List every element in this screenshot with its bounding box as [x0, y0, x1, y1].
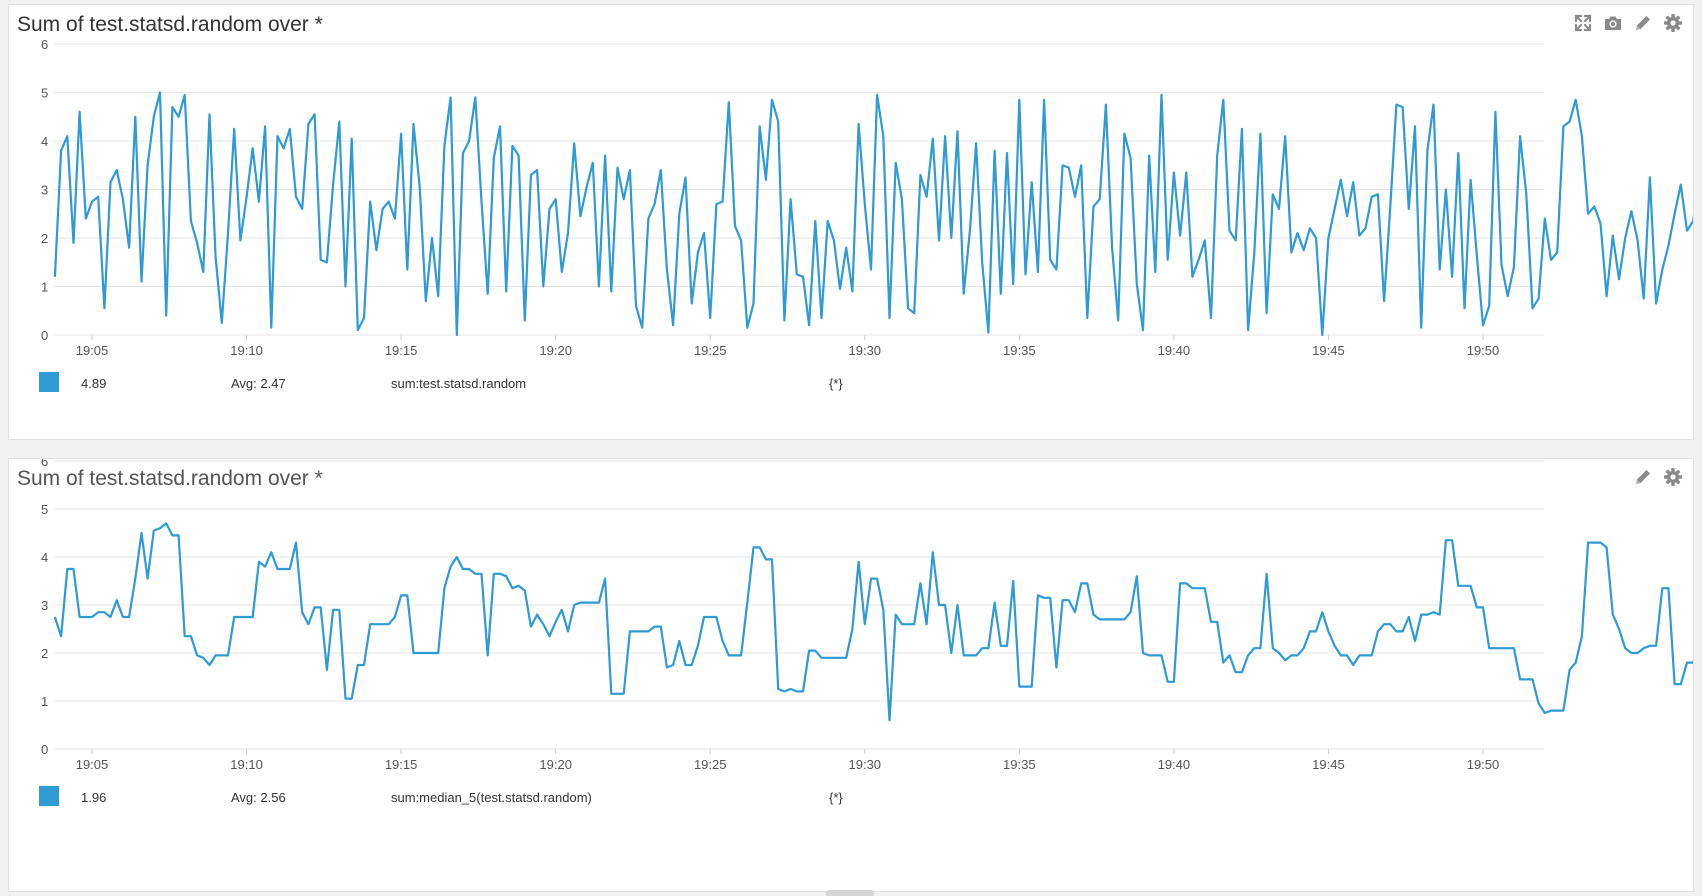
y-tick-label: 1: [41, 280, 48, 295]
legend-swatch: [39, 372, 59, 392]
x-tick-label: 19:40: [1158, 343, 1191, 358]
plot-area: 0 1 2 3 4 5 6 19:05 19:10 19:15 19:20 19:25 19:30 19:…: [41, 37, 1693, 358]
legend-query: sum:median_5(test.statsd.random): [391, 790, 592, 805]
legend-average: Avg: 2.47: [231, 376, 286, 391]
plot-area: 0 1 2 3 4 5 6 19:05 19:10 19:15 19:20 19:25 19:30 19:…: [41, 459, 1693, 772]
x-tick-label: 19:05: [76, 757, 109, 772]
x-tick-label: 19:15: [385, 757, 418, 772]
legend-average: Avg: 2.56: [231, 790, 286, 805]
scroll-handle[interactable]: [826, 890, 874, 896]
panel-toolbar: [1633, 467, 1683, 487]
y-tick-label: 2: [41, 231, 48, 246]
x-tick-label: 19:35: [1003, 343, 1036, 358]
graph-panel-2: Sum of test.statsd.random over * 0 1 2 3 4 5 6…: [8, 458, 1694, 892]
panel-toolbar: [1573, 13, 1683, 33]
x-tick-label: 19:10: [230, 343, 263, 358]
gear-icon[interactable]: [1663, 13, 1683, 33]
x-tick-label: 19:10: [230, 757, 263, 772]
legend-query: sum:test.statsd.random: [391, 376, 527, 391]
x-tick-label: 19:15: [385, 343, 418, 358]
line-chart: 0 1 2 3 4 5 6 19:05 19:10 19:15 19:20 19:25 19:30 19:…: [41, 37, 1693, 358]
y-tick-label: 6: [41, 459, 48, 469]
camera-icon[interactable]: [1603, 13, 1623, 33]
y-tick-label: 5: [41, 502, 48, 517]
legend-scope: {*}: [829, 376, 843, 391]
y-tick-label: 0: [41, 742, 48, 757]
y-tick-label: 0: [41, 328, 48, 343]
x-tick-label: 19:35: [1003, 757, 1036, 772]
line-chart: 0 1 2 3 4 5 6 19:05 19:10 19:15 19:20 19:25 19:30 19:…: [41, 459, 1693, 772]
x-tick-label: 19:30: [849, 757, 882, 772]
y-tick-label: 6: [41, 37, 48, 52]
legend-current-value: 1.96: [81, 790, 107, 805]
x-tick-label: 19:25: [694, 757, 727, 772]
x-tick-label: 19:50: [1467, 343, 1500, 358]
y-tick-label: 2: [41, 646, 48, 661]
y-tick-label: 1: [41, 694, 48, 709]
graph-panel-1: Sum of test.statsd.random over *: [8, 4, 1694, 440]
x-tick-label: 19:45: [1312, 343, 1345, 358]
gear-icon[interactable]: [1663, 467, 1683, 487]
pencil-icon[interactable]: [1633, 467, 1653, 487]
series-line: [53, 522, 1693, 722]
x-tick-label: 19:20: [539, 757, 572, 772]
x-tick-label: 19:45: [1312, 757, 1345, 772]
legend-scope: {*}: [829, 790, 843, 805]
x-tick-label: 19:30: [849, 343, 882, 358]
y-tick-label: 4: [41, 134, 48, 149]
legend-current-value: 4.89: [81, 376, 107, 391]
x-tick-label: 19:25: [694, 343, 727, 358]
x-tick-label: 19:05: [76, 343, 109, 358]
series-line: [53, 91, 1693, 337]
legend-swatch: [39, 786, 59, 806]
y-tick-label: 3: [41, 598, 48, 613]
x-tick-label: 19:50: [1467, 757, 1500, 772]
pencil-icon[interactable]: [1633, 13, 1653, 33]
y-tick-label: 5: [41, 86, 48, 101]
panel-title: Sum of test.statsd.random over *: [17, 467, 323, 490]
x-tick-label: 19:40: [1158, 757, 1191, 772]
expand-icon[interactable]: [1573, 13, 1593, 33]
panel-title: Sum of test.statsd.random over *: [17, 13, 323, 36]
y-tick-label: 4: [41, 550, 48, 565]
x-tick-label: 19:20: [539, 343, 572, 358]
y-tick-label: 3: [41, 183, 48, 198]
